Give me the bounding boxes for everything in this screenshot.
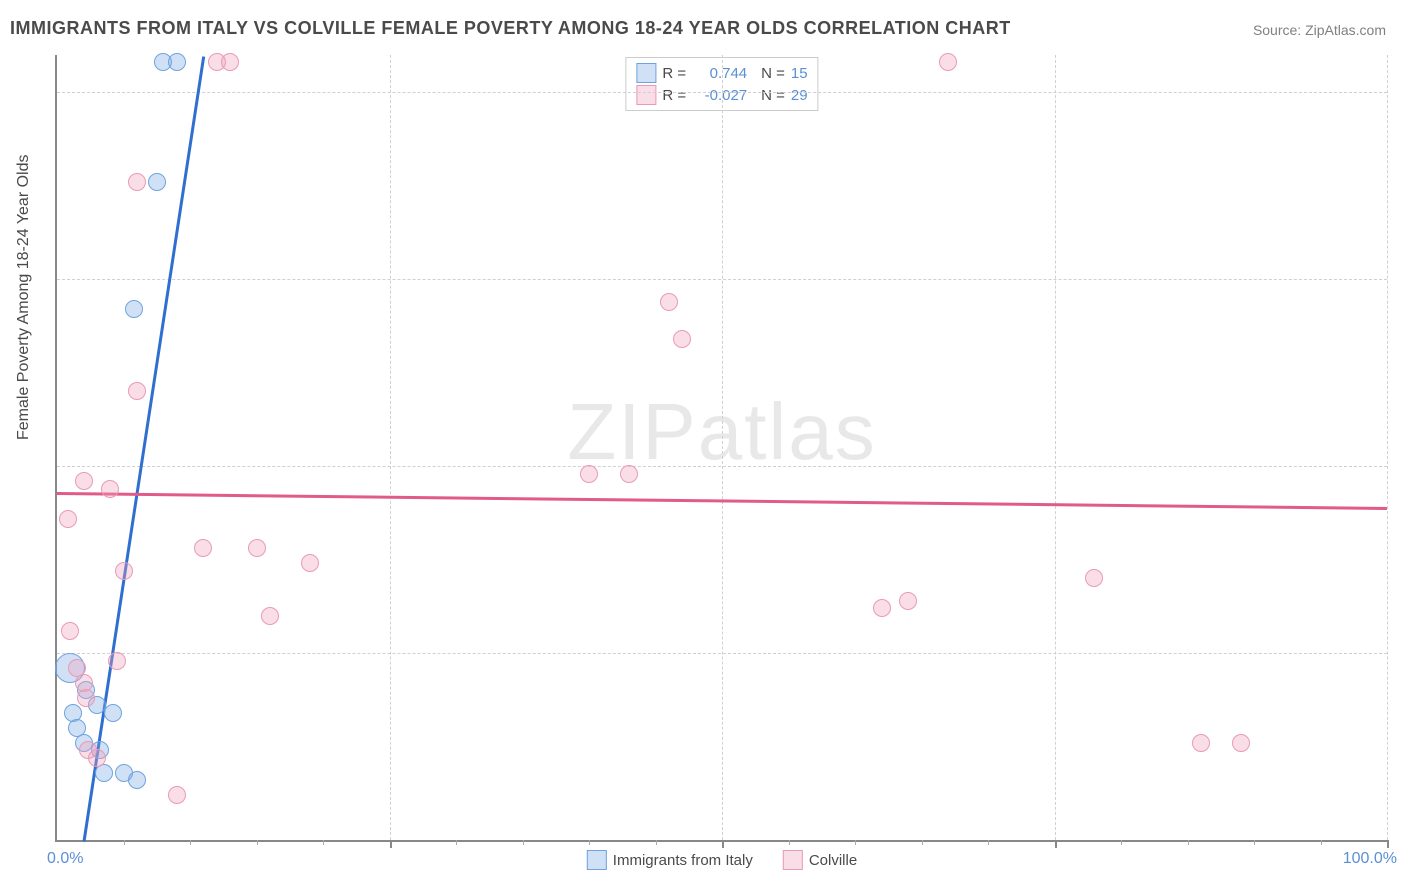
data-point xyxy=(1192,734,1210,752)
gridline-vertical xyxy=(1387,55,1388,840)
x-tick-major xyxy=(390,840,392,848)
trend-line xyxy=(82,56,205,841)
x-axis-max-label: 100.0% xyxy=(1343,850,1397,868)
data-point xyxy=(194,539,212,557)
data-point xyxy=(59,510,77,528)
data-point xyxy=(128,382,146,400)
data-point xyxy=(673,330,691,348)
x-tick-minor xyxy=(456,840,457,845)
legend-swatch xyxy=(636,85,656,105)
x-tick-major xyxy=(1055,840,1057,848)
y-axis-label: Female Poverty Among 18-24 Year Olds xyxy=(15,155,33,441)
x-tick-minor xyxy=(922,840,923,845)
data-point xyxy=(108,652,126,670)
legend-swatch xyxy=(587,850,607,870)
legend-swatch xyxy=(783,850,803,870)
x-tick-minor xyxy=(190,840,191,845)
data-point xyxy=(301,554,319,572)
x-tick-minor xyxy=(589,840,590,845)
n-value: 15 xyxy=(791,65,808,82)
n-value: 29 xyxy=(791,87,808,104)
gridline-vertical xyxy=(390,55,391,840)
x-tick-major xyxy=(722,840,724,848)
data-point xyxy=(148,173,166,191)
source-attribution: Source: ZipAtlas.com xyxy=(1253,22,1386,38)
legend-series-item: Colville xyxy=(783,850,857,870)
x-tick-minor xyxy=(855,840,856,845)
x-tick-minor xyxy=(257,840,258,845)
data-point xyxy=(580,465,598,483)
data-point xyxy=(168,786,186,804)
chart-title: IMMIGRANTS FROM ITALY VS COLVILLE FEMALE… xyxy=(10,18,1011,39)
n-label: N = xyxy=(761,87,785,104)
data-point xyxy=(221,53,239,71)
x-tick-minor xyxy=(1254,840,1255,845)
x-tick-major xyxy=(1387,840,1389,848)
data-point xyxy=(101,480,119,498)
data-point xyxy=(168,53,186,71)
x-tick-minor xyxy=(656,840,657,845)
legend-series-label: Colville xyxy=(809,852,857,869)
data-point xyxy=(77,689,95,707)
data-point xyxy=(125,300,143,318)
x-tick-minor xyxy=(988,840,989,845)
y-tick-label: 50.0% xyxy=(1401,456,1406,474)
y-tick-label: 25.0% xyxy=(1401,643,1406,661)
r-value: 0.744 xyxy=(692,65,747,82)
data-point xyxy=(939,53,957,71)
data-point xyxy=(1232,734,1250,752)
x-axis-min-label: 0.0% xyxy=(47,850,83,868)
data-point xyxy=(248,539,266,557)
series-legend: Immigrants from Italy Colville xyxy=(587,850,857,870)
x-tick-minor xyxy=(124,840,125,845)
n-label: N = xyxy=(761,65,785,82)
data-point xyxy=(115,562,133,580)
x-tick-minor xyxy=(1121,840,1122,845)
plot-area: ZIPatlas R =0.744N =15R =-0.027N =29 Imm… xyxy=(55,55,1387,842)
legend-series-item: Immigrants from Italy xyxy=(587,850,753,870)
data-point xyxy=(899,592,917,610)
data-point xyxy=(1085,569,1103,587)
data-point xyxy=(128,771,146,789)
data-point xyxy=(75,472,93,490)
data-point xyxy=(620,465,638,483)
data-point xyxy=(261,607,279,625)
data-point xyxy=(104,704,122,722)
legend-swatch xyxy=(636,63,656,83)
x-tick-minor xyxy=(1188,840,1189,845)
x-tick-minor xyxy=(523,840,524,845)
y-tick-label: 100.0% xyxy=(1401,82,1406,100)
data-point xyxy=(873,599,891,617)
data-point xyxy=(660,293,678,311)
r-value: -0.027 xyxy=(692,87,747,104)
r-label: R = xyxy=(662,65,686,82)
data-point xyxy=(128,173,146,191)
legend-series-label: Immigrants from Italy xyxy=(613,852,753,869)
data-point xyxy=(61,622,79,640)
x-tick-minor xyxy=(1321,840,1322,845)
x-tick-minor xyxy=(323,840,324,845)
data-point xyxy=(88,749,106,767)
y-tick-label: 75.0% xyxy=(1401,269,1406,287)
gridline-vertical xyxy=(722,55,723,840)
gridline-vertical xyxy=(1055,55,1056,840)
r-label: R = xyxy=(662,87,686,104)
x-tick-minor xyxy=(789,840,790,845)
